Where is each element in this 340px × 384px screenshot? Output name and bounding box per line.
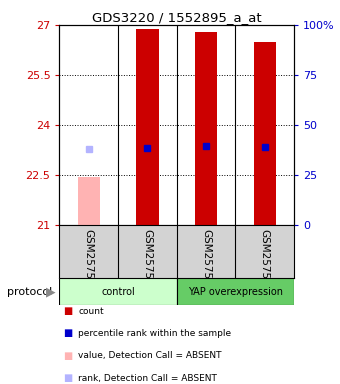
Text: GSM257525: GSM257525 <box>84 229 94 292</box>
Text: ■: ■ <box>63 328 72 338</box>
Text: GSM257526: GSM257526 <box>201 229 211 292</box>
Text: ▶: ▶ <box>46 285 55 298</box>
Text: ■: ■ <box>63 373 72 383</box>
Bar <box>136 29 159 225</box>
Text: ■: ■ <box>63 351 72 361</box>
Text: ■: ■ <box>63 306 72 316</box>
Text: percentile rank within the sample: percentile rank within the sample <box>78 329 231 338</box>
Bar <box>254 42 276 225</box>
Bar <box>59 278 177 305</box>
Text: value, Detection Call = ABSENT: value, Detection Call = ABSENT <box>78 351 222 360</box>
Bar <box>195 32 217 225</box>
Text: GSM257527: GSM257527 <box>142 229 152 292</box>
Bar <box>177 278 294 305</box>
Text: rank, Detection Call = ABSENT: rank, Detection Call = ABSENT <box>78 374 217 383</box>
Bar <box>78 177 100 225</box>
Text: GSM257528: GSM257528 <box>260 229 270 292</box>
Title: GDS3220 / 1552895_a_at: GDS3220 / 1552895_a_at <box>92 11 261 24</box>
Text: count: count <box>78 306 104 316</box>
Text: control: control <box>101 287 135 297</box>
Text: YAP overexpression: YAP overexpression <box>188 287 283 297</box>
Text: protocol: protocol <box>7 287 52 297</box>
